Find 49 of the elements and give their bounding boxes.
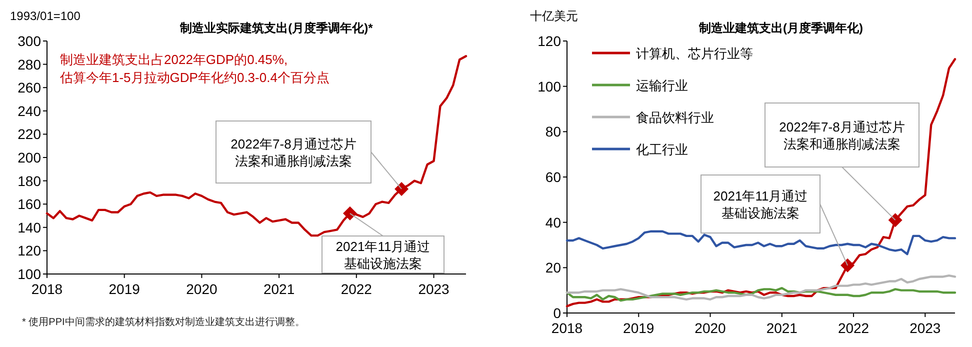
- legend-label: 运输行业: [636, 78, 688, 93]
- chart-title: 制造业实际建筑支出(月度季调年化)*: [179, 21, 374, 35]
- y-axis-title: 1993/01=100: [10, 9, 81, 23]
- y-tick-label: 0: [553, 305, 562, 321]
- x-tick-label: 2022: [340, 281, 372, 297]
- legend-label: 计算机、芯片行业等: [636, 46, 753, 61]
- y-tick-label: 60: [545, 169, 562, 185]
- y-tick-label: 20: [545, 260, 562, 276]
- x-tick-label: 2019: [108, 281, 140, 297]
- x-tick-label: 2018: [551, 320, 583, 336]
- x-tick-label: 2023: [418, 281, 450, 297]
- x-tick-label: 2023: [910, 320, 941, 336]
- line-series: [566, 58, 956, 308]
- line-series: [566, 286, 956, 302]
- line-series: [566, 274, 956, 300]
- y-tick-label: 120: [18, 242, 42, 259]
- x-tick-label: 2018: [31, 281, 63, 297]
- y-tick-label: 220: [18, 126, 42, 142]
- annotation: 2022年7-8月通过芯片法案和通胀削减法案: [230, 136, 356, 168]
- y-tick-label: 260: [18, 80, 42, 96]
- legend-label: 食品饮料行业: [636, 110, 714, 125]
- y-tick-label: 200: [18, 150, 42, 166]
- annotation: 制造业建筑支出占2022年GDP的0.45%, 估算今年1-5月拉动GDP年化约0.3-0.4个百分点: [59, 52, 330, 85]
- y-tick-label: 100: [538, 78, 562, 94]
- x-tick-label: 2021: [766, 320, 798, 336]
- annotation: 2021年11月通过基础设施法案: [713, 188, 808, 220]
- y-tick-label: 160: [18, 196, 42, 212]
- x-tick-label: 2019: [623, 320, 654, 336]
- legend-label: 化工行业: [636, 142, 688, 157]
- chart-title: 制造业建筑支出(月度季调年化): [698, 21, 863, 35]
- text: * 使用PPI中间需求的建筑材料指数对制造业建筑支出进行调整。: [22, 316, 305, 328]
- line-series: [566, 230, 956, 256]
- line-series: [46, 55, 468, 237]
- y-tick-label: 300: [18, 33, 42, 49]
- x-tick-label: 2020: [186, 281, 218, 297]
- y-tick-label: 120: [538, 33, 562, 49]
- x-tick-label: 2021: [263, 281, 295, 297]
- y-tick-label: 240: [18, 102, 42, 119]
- x-tick-label: 2020: [694, 320, 726, 336]
- y-tick-label: 100: [18, 266, 42, 282]
- y-tick-label: 140: [18, 219, 42, 236]
- y-tick-label: 80: [545, 124, 562, 140]
- y-axis-title: 十亿美元: [530, 9, 578, 23]
- annotation: 2022年7-8月通过芯片法案和通胀削减法案: [779, 120, 905, 152]
- y-tick-label: 280: [18, 56, 42, 72]
- x-tick-label: 2022: [838, 320, 870, 336]
- y-tick-label: 180: [18, 172, 42, 189]
- annotation: 2021年11月通过基础设施法案: [336, 239, 430, 271]
- y-tick-label: 40: [545, 214, 562, 230]
